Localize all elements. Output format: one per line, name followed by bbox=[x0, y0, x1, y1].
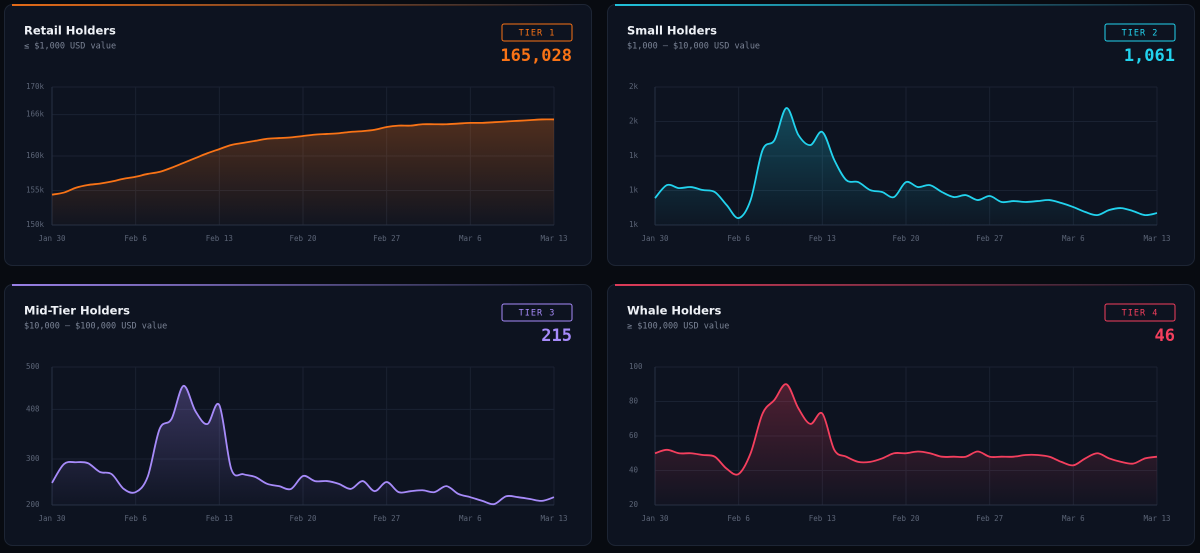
y-tick-label: 170k bbox=[26, 82, 45, 91]
x-tick-label: Jan 30 bbox=[38, 514, 66, 523]
x-tick-label: Feb 27 bbox=[373, 234, 400, 243]
x-tick-label: Feb 13 bbox=[206, 234, 233, 243]
x-tick-label: Feb 27 bbox=[976, 234, 1003, 243]
y-tick-label: 300 bbox=[26, 454, 40, 463]
x-tick-label: Feb 6 bbox=[727, 514, 750, 523]
y-tick-label: 2k bbox=[629, 82, 639, 91]
card-title: Small Holders bbox=[627, 24, 717, 38]
y-tick-label: 1k bbox=[629, 220, 639, 229]
y-tick-label: 408 bbox=[26, 404, 40, 413]
card: Small Holders $1,000 – $10,000 USD value T… bbox=[607, 4, 1195, 266]
tier-label: TIER 3 bbox=[519, 309, 556, 319]
card: Mid-Tier Holders $10,000 – $100,000 USD v… bbox=[4, 284, 592, 546]
y-tick-label: 200 bbox=[26, 500, 40, 509]
card-title: Retail Holders bbox=[24, 24, 116, 38]
card-subtitle: ≥ $100,000 USD value bbox=[627, 322, 729, 332]
x-tick-label: Feb 6 bbox=[727, 234, 750, 243]
tier-badge bbox=[1104, 303, 1176, 322]
headline-value: 165,028 bbox=[500, 46, 572, 66]
tier-badge bbox=[1104, 23, 1176, 42]
tier-badge bbox=[501, 303, 573, 322]
card-accent bbox=[615, 284, 1187, 286]
x-tick-label: Feb 27 bbox=[373, 514, 400, 523]
y-tick-label: 500 bbox=[26, 362, 40, 371]
tier-badge bbox=[501, 23, 573, 42]
x-tick-label: Feb 20 bbox=[289, 234, 317, 243]
y-tick-label: 60 bbox=[629, 431, 639, 440]
x-tick-label: Feb 20 bbox=[892, 514, 920, 523]
y-tick-label: 20 bbox=[629, 500, 639, 509]
x-tick-label: Jan 30 bbox=[38, 234, 66, 243]
card-accent bbox=[615, 4, 1187, 6]
x-tick-label: Jan 30 bbox=[641, 514, 669, 523]
x-tick-label: Feb 20 bbox=[289, 514, 317, 523]
area bbox=[52, 385, 554, 505]
y-tick-label: 40 bbox=[629, 466, 639, 475]
x-tick-label: Mar 6 bbox=[459, 234, 482, 243]
card: Whale Holders ≥ $100,000 USD value TIER 4 4… bbox=[607, 284, 1195, 546]
x-tick-label: Mar 13 bbox=[1143, 234, 1170, 243]
y-tick-label: 150k bbox=[26, 220, 45, 229]
y-tick-label: 100 bbox=[629, 362, 643, 371]
x-tick-label: Mar 6 bbox=[459, 514, 482, 523]
area bbox=[655, 384, 1157, 505]
x-tick-label: Feb 13 bbox=[809, 234, 836, 243]
tier-label: TIER 1 bbox=[519, 29, 556, 39]
headline-value: 1,061 bbox=[1124, 46, 1175, 66]
card-subtitle: $1,000 – $10,000 USD value bbox=[627, 42, 760, 52]
line bbox=[654, 383, 1158, 476]
card-accent bbox=[12, 4, 584, 6]
headline-value: 46 bbox=[1155, 326, 1175, 346]
y-tick-label: 2k bbox=[629, 117, 639, 126]
tier-label: TIER 4 bbox=[1122, 309, 1159, 319]
tier-label: TIER 2 bbox=[1122, 29, 1159, 39]
x-tick-label: Feb 20 bbox=[892, 234, 920, 243]
x-tick-label: Mar 13 bbox=[540, 234, 567, 243]
x-tick-label: Mar 6 bbox=[1062, 514, 1085, 523]
card-accent bbox=[12, 284, 584, 286]
card-title: Whale Holders bbox=[627, 304, 722, 318]
y-tick-label: 1k bbox=[629, 151, 639, 160]
y-tick-label: 1k bbox=[629, 186, 639, 195]
card: Retail Holders ≤ $1,000 USD value TIER 1 16… bbox=[4, 4, 592, 266]
x-tick-label: Feb 13 bbox=[206, 514, 233, 523]
area bbox=[52, 119, 554, 225]
y-tick-label: 166k bbox=[26, 110, 45, 119]
line bbox=[51, 384, 555, 506]
y-tick-label: 80 bbox=[629, 397, 639, 406]
y-tick-label: 160k bbox=[26, 151, 45, 160]
x-tick-label: Jan 30 bbox=[641, 234, 669, 243]
card-subtitle: ≤ $1,000 USD value bbox=[24, 42, 116, 52]
headline-value: 215 bbox=[541, 326, 572, 346]
x-tick-label: Feb 27 bbox=[976, 514, 1003, 523]
x-tick-label: Feb 6 bbox=[124, 234, 147, 243]
card-title: Mid-Tier Holders bbox=[24, 304, 130, 318]
x-tick-label: Mar 13 bbox=[1143, 514, 1170, 523]
x-tick-label: Mar 13 bbox=[540, 514, 567, 523]
x-tick-label: Feb 13 bbox=[809, 514, 836, 523]
line bbox=[51, 118, 555, 196]
y-tick-label: 155k bbox=[26, 186, 45, 195]
card-subtitle: $10,000 – $100,000 USD value bbox=[24, 322, 167, 332]
x-tick-label: Mar 6 bbox=[1062, 234, 1085, 243]
line bbox=[654, 107, 1158, 219]
x-tick-label: Feb 6 bbox=[124, 514, 147, 523]
area bbox=[655, 108, 1157, 225]
